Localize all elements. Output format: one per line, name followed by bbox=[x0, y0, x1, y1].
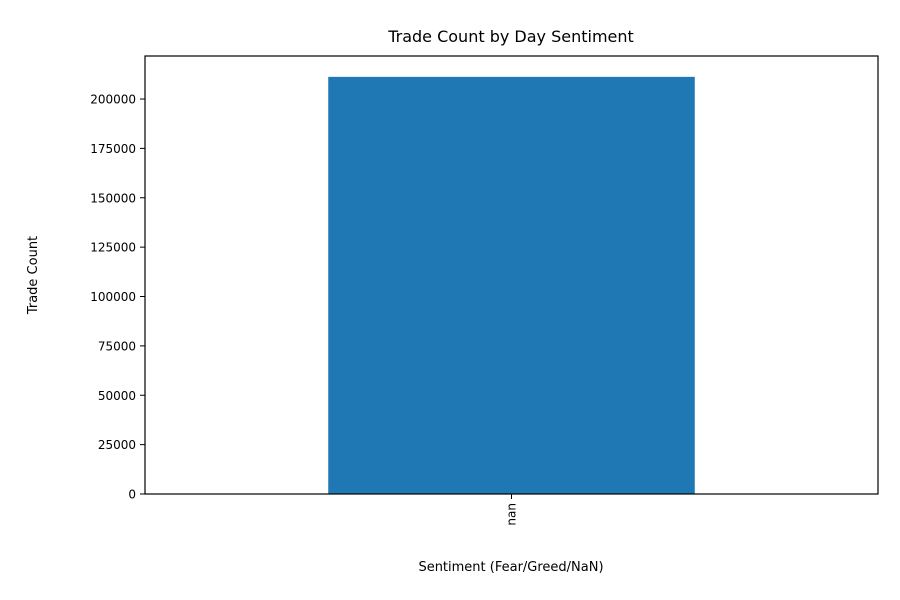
y-tick-label: 25000 bbox=[98, 438, 136, 452]
x-axis-label: Sentiment (Fear/Greed/NaN) bbox=[418, 560, 603, 575]
y-tick-label: 0 bbox=[128, 488, 136, 502]
chart-title: Trade Count by Day Sentiment bbox=[387, 27, 634, 46]
y-axis-label: Trade Count bbox=[26, 236, 41, 315]
y-tick-label: 200000 bbox=[90, 93, 136, 107]
y-tick-label: 150000 bbox=[90, 191, 136, 205]
bars-group bbox=[328, 76, 695, 495]
x-axis: nan bbox=[505, 494, 519, 526]
y-tick-label: 100000 bbox=[90, 290, 136, 304]
y-tick-label: 75000 bbox=[98, 339, 136, 353]
y-axis: 0 25000 50000 75000 100000 125000 150000 175000… bbox=[90, 93, 145, 502]
y-tick-label: 50000 bbox=[98, 389, 136, 403]
y-tick-label: 175000 bbox=[90, 142, 136, 156]
y-tick-label: 125000 bbox=[90, 241, 136, 255]
x-tick-label: nan bbox=[505, 503, 519, 526]
bar-nan bbox=[328, 76, 695, 495]
